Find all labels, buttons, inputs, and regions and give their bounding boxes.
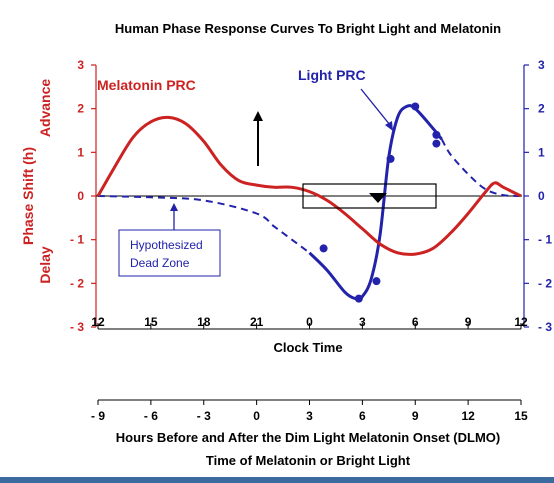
y-tick-label-left: 1 bbox=[77, 145, 84, 159]
x-tick-label-clock: 12 bbox=[514, 315, 528, 329]
x-axis-label-time: Time of Melatonin or Bright Light bbox=[206, 453, 411, 468]
y-tick-label-right: - 2 bbox=[538, 276, 552, 290]
x-axis-label-dlmo: Hours Before and After the Dim Light Mel… bbox=[116, 430, 500, 445]
x-axis-dlmo: - 9 - 6 - 3 0 3 6 9 12 15 bbox=[91, 399, 528, 423]
x-tick-label-clock: 9 bbox=[465, 315, 472, 329]
delay-label: Delay bbox=[37, 246, 53, 284]
melatonin-prc-label: Melatonin PRC bbox=[97, 77, 196, 93]
y-tick-label-right: - 1 bbox=[538, 233, 552, 247]
light-prc-line-dashed-early bbox=[97, 195, 311, 254]
x-tick-label-dlmo: - 9 bbox=[91, 409, 105, 423]
dead-zone-pointer-head bbox=[170, 203, 178, 211]
light-prc-point bbox=[432, 130, 441, 139]
timing-marker-triangle bbox=[369, 193, 387, 203]
y-tick-label-left: 3 bbox=[77, 58, 84, 72]
chart-title: Human Phase Response Curves To Bright Li… bbox=[115, 21, 501, 36]
y-tick-label-left: - 3 bbox=[70, 320, 84, 334]
light-label-pointer-head bbox=[385, 121, 393, 131]
x-tick-label-dlmo: 12 bbox=[461, 409, 475, 423]
x-tick-label-clock: 21 bbox=[250, 315, 264, 329]
dead-zone-label-line1: Hypothesized bbox=[130, 238, 203, 252]
y-axis-left: 3 2 1 0 - 1 - 2 - 3 bbox=[70, 58, 97, 334]
x-tick-label-dlmo: 3 bbox=[306, 409, 313, 423]
advance-arrow-head bbox=[253, 111, 263, 121]
x-tick-label-clock: 6 bbox=[412, 315, 419, 329]
x-axis-clock: 12 15 18 21 0 3 6 9 12 bbox=[91, 315, 528, 330]
light-prc-point bbox=[372, 277, 381, 286]
dead-zone-label-line2: Dead Zone bbox=[130, 256, 190, 270]
light-prc-line-dashed-late bbox=[440, 138, 522, 197]
light-prc-point bbox=[432, 139, 441, 148]
x-tick-label-dlmo: 6 bbox=[359, 409, 366, 423]
y-tick-label-left: 2 bbox=[77, 102, 84, 116]
y-tick-label-right: 2 bbox=[538, 102, 545, 116]
x-tick-label-clock: 3 bbox=[359, 315, 366, 329]
advance-label: Advance bbox=[37, 79, 53, 138]
light-prc-point bbox=[411, 102, 420, 111]
x-tick-label-dlmo: 15 bbox=[514, 409, 528, 423]
x-tick-label-clock: 18 bbox=[197, 315, 211, 329]
light-prc-point bbox=[386, 154, 395, 163]
light-prc-point bbox=[354, 294, 363, 303]
y-axis-right: 3 2 1 0 - 1 - 2 - 3 bbox=[523, 58, 552, 334]
y-tick-label-left: 0 bbox=[77, 189, 84, 203]
x-tick-label-dlmo: 9 bbox=[412, 409, 419, 423]
x-tick-label-clock: 0 bbox=[306, 315, 313, 329]
y-tick-label-left: - 2 bbox=[70, 276, 84, 290]
y-axis-label: Phase Shift (h) bbox=[20, 147, 36, 245]
x-axis-label: Clock Time bbox=[273, 340, 342, 355]
light-prc-label: Light PRC bbox=[298, 67, 366, 83]
melatonin-prc-line bbox=[96, 115, 522, 256]
x-tick-label-clock: 15 bbox=[144, 315, 158, 329]
light-prc-point bbox=[319, 244, 328, 253]
x-tick-label-dlmo: - 3 bbox=[197, 409, 211, 423]
x-tick-label-dlmo: 0 bbox=[253, 409, 260, 423]
y-tick-label-right: 3 bbox=[538, 58, 545, 72]
bottom-bar bbox=[0, 477, 554, 483]
x-tick-label-dlmo: - 6 bbox=[144, 409, 158, 423]
light-label-pointer bbox=[360, 88, 391, 126]
timing-box bbox=[302, 183, 437, 209]
y-tick-label-right: 1 bbox=[538, 145, 545, 159]
series-layer bbox=[96, 102, 522, 303]
y-tick-label-right: - 3 bbox=[538, 320, 552, 334]
x-tick-label-clock: 12 bbox=[91, 315, 105, 329]
y-tick-label-left: - 1 bbox=[70, 233, 84, 247]
dead-zone-box bbox=[118, 229, 221, 277]
y-tick-label-right: 0 bbox=[538, 189, 545, 203]
